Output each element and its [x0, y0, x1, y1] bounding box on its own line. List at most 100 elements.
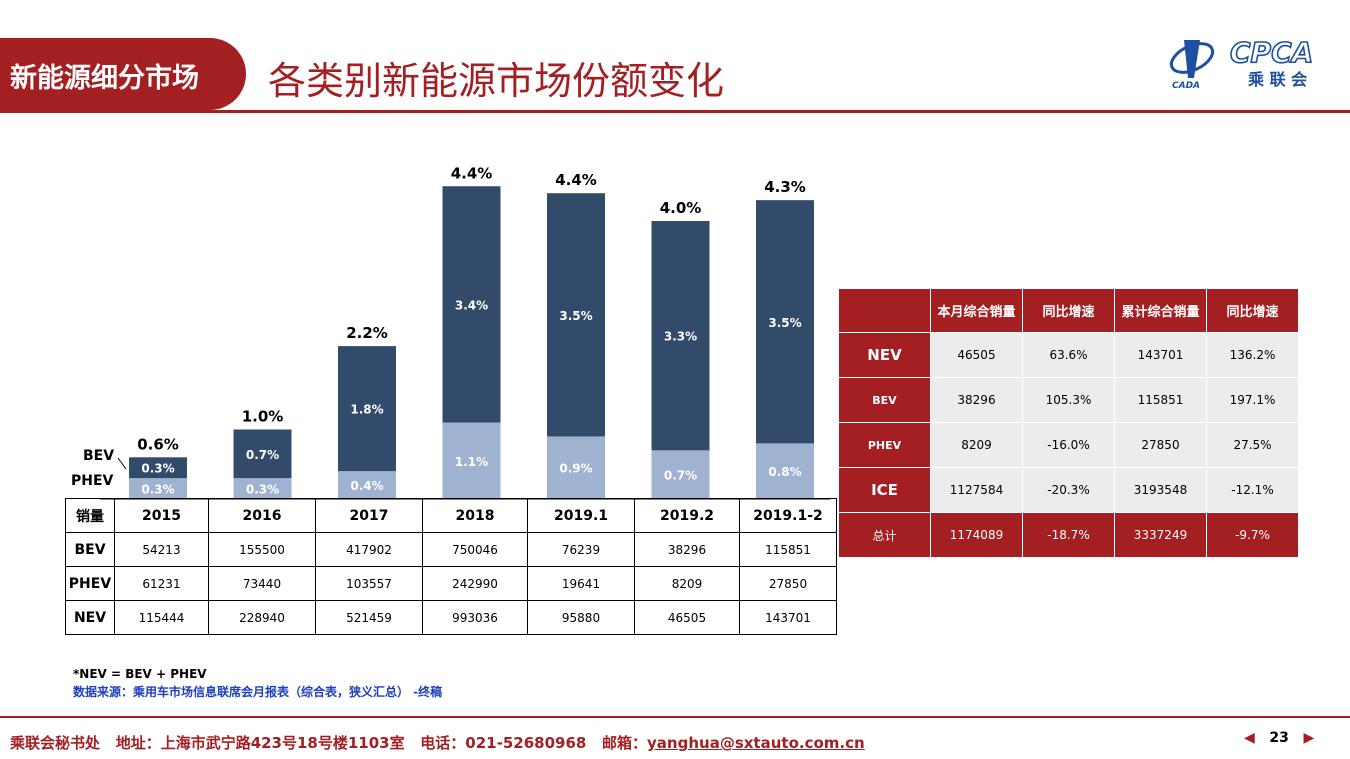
summary-cell: 3193548: [1114, 467, 1207, 513]
summary-cell: 46505: [930, 332, 1023, 378]
summary-cell: NEV: [838, 332, 931, 378]
bar-bev-2019.2: [651, 221, 710, 451]
table-cell: 2019.1: [527, 498, 635, 533]
total-label-2019.1: 4.4%: [555, 171, 597, 189]
table-cell: NEV: [65, 600, 115, 635]
table-cell: 417902: [315, 532, 423, 567]
summary-cell: 3337249: [1114, 512, 1207, 558]
cpca-wordmark: CPCA 乘 联 会: [1226, 35, 1338, 89]
table-header-row: 销量 2015 2016 2017 2018 2019.1 2019.2 2019.1-2: [65, 498, 837, 533]
logo-brand-text: CPCA: [1230, 36, 1313, 69]
bar-bev-2019.1: [547, 193, 605, 437]
summary-cell: 105.3%: [1022, 377, 1115, 423]
data-label-bev-2019.1: 3.5%: [559, 309, 592, 323]
table-row-bev: BEV 54213 155500 417902 750046 76239 38296 1158…: [65, 532, 837, 567]
total-label-2017: 2.2%: [346, 324, 388, 342]
data-label-bev-2018: 3.4%: [455, 298, 488, 312]
summary-cell: 136.2%: [1206, 332, 1299, 378]
total-label-2018: 4.4%: [451, 164, 493, 182]
bar-bev-2016: [233, 429, 292, 479]
table-cell: BEV: [65, 532, 115, 567]
bev-leader-line: [117, 457, 127, 470]
summary-header-cell: [838, 288, 931, 333]
bar-bev-2015: [129, 457, 187, 479]
summary-cell: ICE: [838, 467, 931, 513]
summary-cell: 143701: [1114, 332, 1207, 378]
data-label-phev-2016: 0.3%: [246, 483, 279, 497]
summary-row-ice: ICE 1127584 -20.3% 3193548 -12.1%: [838, 467, 1299, 513]
summary-row-phev: PHEV 8209 -16.0% 27850 27.5%: [838, 422, 1299, 468]
logo-emblem-text: CADA: [1172, 81, 1200, 91]
summary-cell: -9.7%: [1206, 512, 1299, 558]
table-row-phev: PHEV 61231 73440 103557 242990 19641 8209 27850: [65, 566, 837, 601]
data-label-phev-2019.1-2: 0.8%: [768, 465, 801, 479]
total-label-2016: 1.0%: [242, 408, 284, 426]
footer-org: 乘联会秘书处: [10, 734, 101, 752]
legend-tag-phev: PHEV: [71, 473, 114, 489]
prev-page-icon[interactable]: ◀: [1244, 730, 1255, 746]
bar-phev-2019.1: [547, 436, 605, 499]
pager: ◀ 23 ▶: [1244, 730, 1314, 746]
data-label-phev-2017: 0.4%: [350, 479, 383, 493]
summary-cell: -18.7%: [1022, 512, 1115, 558]
table-cell: 103557: [315, 566, 423, 601]
data-label-phev-2018: 1.1%: [455, 455, 488, 469]
section-tab: [0, 38, 246, 110]
summary-header-cell: 同比增速: [1206, 288, 1299, 333]
table-cell: 115851: [739, 532, 837, 567]
table-cell: 2017: [315, 498, 423, 533]
footer-mail-link[interactable]: yanghua@sxtauto.com.cn: [647, 734, 865, 752]
table-cell: 38296: [634, 532, 740, 567]
market-share-chart: 0.3% 0.3% 0.6% 0.3% 0.7% 1.0% 0.4% 1.8% 2.2% 1.1%…: [100, 164, 830, 500]
summary-cell: -16.0%: [1022, 422, 1115, 468]
legend-tag-bev: BEV: [83, 448, 115, 464]
total-label-2019.2: 4.0%: [660, 199, 702, 217]
summary-header-cell: 同比增速: [1022, 288, 1115, 333]
bar-phev-2016: [233, 478, 292, 499]
summary-cell: 38296: [930, 377, 1023, 423]
cada-emblem-icon: CADA: [1169, 40, 1215, 91]
table-cell: 521459: [315, 600, 423, 635]
footer-address: 地址：上海市武宁路423号18号楼1103室: [115, 734, 405, 752]
data-label-bev-2016: 0.7%: [246, 448, 279, 462]
summary-cell: 27.5%: [1206, 422, 1299, 468]
next-page-icon[interactable]: ▶: [1303, 730, 1315, 746]
logo-brand-cn: 乘 联 会: [1247, 70, 1307, 89]
table-cell: 73440: [208, 566, 316, 601]
table-cell: 2016: [208, 498, 316, 533]
bar-phev-2015: [129, 478, 187, 499]
table-cell: 228940: [208, 600, 316, 635]
summary-row-total: 总计 1174089 -18.7% 3337249 -9.7%: [838, 512, 1299, 558]
data-source-note: 数据来源：乘用车市场信息联席会月报表（综合表，狭义汇总） -终稿: [73, 685, 443, 699]
summary-cell: -12.1%: [1206, 467, 1299, 513]
page-number: 23: [1269, 730, 1289, 746]
data-label-phev-2015: 0.3%: [141, 483, 174, 497]
data-label-bev-2019.2: 3.3%: [664, 330, 697, 344]
summary-cell: 1174089: [930, 512, 1023, 558]
data-label-bev-2017: 1.8%: [350, 403, 383, 417]
table-cell: 销量: [65, 498, 115, 533]
table-cell: 19641: [527, 566, 635, 601]
table-cell: 61231: [114, 566, 209, 601]
nev-formula-note: *NEV = BEV + PHEV: [73, 667, 207, 681]
table-cell: 143701: [739, 600, 837, 635]
summary-header-cell: 本月综合销量: [930, 288, 1023, 333]
summary-row-nev: NEV 46505 63.6% 143701 136.2%: [838, 332, 1299, 378]
footer-contact: 乘联会秘书处 地址：上海市武宁路423号18号楼1103室 电话：021-526…: [10, 732, 865, 753]
table-cell: 993036: [422, 600, 528, 635]
bar-phev-2019.1-2: [756, 443, 814, 499]
page-title: 各类别新能源市场份额变化: [268, 59, 725, 103]
summary-table: 本月综合销量 同比增速 累计综合销量 同比增速 NEV 46505 63.6% 143701 1…: [838, 288, 1299, 558]
table-cell: 76239: [527, 532, 635, 567]
bar-bev-2017: [338, 346, 396, 472]
table-cell: 2019.2: [634, 498, 740, 533]
data-label-phev-2019.1: 0.9%: [559, 462, 592, 476]
bar-phev-2019.2: [651, 450, 710, 499]
footer-phone: 电话：021-52680968: [420, 734, 587, 752]
summary-cell: 63.6%: [1022, 332, 1115, 378]
table-cell: 46505: [634, 600, 740, 635]
sales-data-table: 销量 2015 2016 2017 2018 2019.1 2019.2 2019.1-2 BE…: [65, 498, 837, 635]
data-label-bev-2019.1-2: 3.5%: [768, 316, 801, 330]
summary-header-row: 本月综合销量 同比增速 累计综合销量 同比增速: [838, 288, 1299, 333]
summary-cell: -20.3%: [1022, 467, 1115, 513]
